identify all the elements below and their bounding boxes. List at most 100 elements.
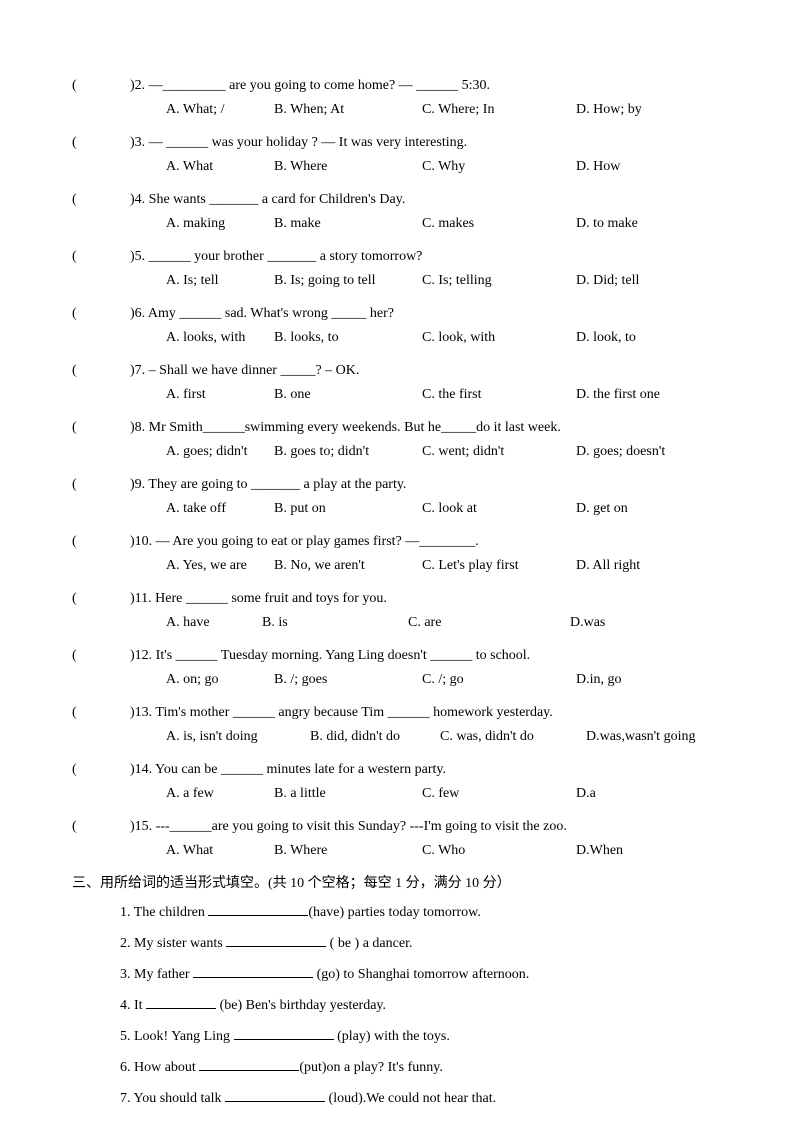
option-b[interactable]: B. Where [274, 156, 422, 177]
question-text: )13. Tim's mother ______ angry because T… [130, 705, 553, 720]
option-a[interactable]: A. take off [166, 498, 274, 519]
option-c[interactable]: C. was, didn't do [440, 726, 586, 747]
option-c[interactable]: C. Why [422, 156, 576, 177]
option-c[interactable]: C. Where; In [422, 99, 576, 120]
option-a[interactable]: A. looks, with [166, 327, 274, 348]
option-c[interactable]: C. few [422, 783, 576, 804]
fill-blank[interactable] [234, 1039, 334, 1040]
fill-pre-text: 7. You should talk [120, 1091, 225, 1106]
option-a[interactable]: A. making [166, 213, 274, 234]
option-a[interactable]: A. first [166, 384, 274, 405]
option-c[interactable]: C. /; go [422, 669, 576, 690]
question-options: A. on; goB. /; goesC. /; goD.in, go [72, 669, 728, 690]
option-b[interactable]: B. did, didn't do [310, 726, 440, 747]
answer-paren[interactable]: ( [72, 759, 130, 780]
option-b[interactable]: B. /; goes [274, 669, 422, 690]
option-a[interactable]: A. What [166, 840, 274, 861]
fill-blank[interactable] [208, 915, 308, 916]
option-a[interactable]: A. goes; didn't [166, 441, 274, 462]
question-stem: ()9. They are going to _______ a play at… [72, 474, 728, 495]
answer-paren[interactable]: ( [72, 246, 130, 267]
option-b[interactable]: B. When; At [274, 99, 422, 120]
option-c[interactable]: C. look at [422, 498, 576, 519]
fill-post-text: (put)on a play? It's funny. [299, 1060, 443, 1075]
option-a[interactable]: A. Yes, we are [166, 555, 274, 576]
answer-paren[interactable]: ( [72, 531, 130, 552]
option-b[interactable]: B. a little [274, 783, 422, 804]
question-options: A. haveB. isC. areD.was [72, 612, 728, 633]
option-a[interactable]: A. on; go [166, 669, 274, 690]
option-b[interactable]: B. looks, to [274, 327, 422, 348]
fill-post-text: (go) to Shanghai tomorrow afternoon. [313, 967, 529, 982]
question-stem: ()13. Tim's mother ______ angry because … [72, 702, 728, 723]
fill-blank[interactable] [226, 946, 326, 947]
answer-paren[interactable]: ( [72, 360, 130, 381]
option-b[interactable]: B. one [274, 384, 422, 405]
answer-paren[interactable]: ( [72, 132, 130, 153]
option-d[interactable]: D. the first one [576, 384, 660, 405]
option-a[interactable]: A. Is; tell [166, 270, 274, 291]
option-b[interactable]: B. is [262, 612, 408, 633]
option-d[interactable]: D.was,wasn't going [586, 726, 695, 747]
answer-paren[interactable]: ( [72, 75, 130, 96]
question-text: )3. — ______ was your holiday ? — It was… [130, 135, 467, 150]
option-b[interactable]: B. goes to; didn't [274, 441, 422, 462]
answer-paren[interactable]: ( [72, 588, 130, 609]
question-9: ()9. They are going to _______ a play at… [72, 474, 728, 519]
answer-paren[interactable]: ( [72, 816, 130, 837]
option-a[interactable]: A. have [166, 612, 262, 633]
option-a[interactable]: A. What; / [166, 99, 274, 120]
option-c[interactable]: C. look, with [422, 327, 576, 348]
answer-paren[interactable]: ( [72, 702, 130, 723]
option-d[interactable]: D.a [576, 783, 596, 804]
option-d[interactable]: D. goes; doesn't [576, 441, 665, 462]
option-d[interactable]: D.in, go [576, 669, 622, 690]
option-a[interactable]: A. What [166, 156, 274, 177]
question-stem: ()4. She wants _______ a card for Childr… [72, 189, 728, 210]
option-c[interactable]: C. makes [422, 213, 576, 234]
option-b[interactable]: B. Is; going to tell [274, 270, 422, 291]
fill-item-6: 6. How about (put)on a play? It's funny. [72, 1057, 728, 1078]
fill-blank[interactable] [199, 1070, 299, 1071]
question-stem: ()7. – Shall we have dinner _____? – OK. [72, 360, 728, 381]
question-text: )4. She wants _______ a card for Childre… [130, 192, 405, 207]
option-b[interactable]: B. put on [274, 498, 422, 519]
question-options: A. goes; didn'tB. goes to; didn'tC. went… [72, 441, 728, 462]
question-options: A. WhatB. WhereC. WhyD. How [72, 156, 728, 177]
answer-paren[interactable]: ( [72, 474, 130, 495]
option-c[interactable]: C. Who [422, 840, 576, 861]
answer-paren[interactable]: ( [72, 645, 130, 666]
option-c[interactable]: C. the first [422, 384, 576, 405]
answer-paren[interactable]: ( [72, 417, 130, 438]
option-c[interactable]: C. Let's play first [422, 555, 576, 576]
option-c[interactable]: C. went; didn't [422, 441, 576, 462]
option-b[interactable]: B. Where [274, 840, 422, 861]
option-a[interactable]: A. a few [166, 783, 274, 804]
option-a[interactable]: A. is, isn't doing [166, 726, 310, 747]
fill-blank[interactable] [146, 1008, 216, 1009]
option-d[interactable]: D. How; by [576, 99, 642, 120]
fill-blank[interactable] [193, 977, 313, 978]
option-d[interactable]: D. to make [576, 213, 638, 234]
fill-blank[interactable] [225, 1101, 325, 1102]
option-d[interactable]: D. All right [576, 555, 640, 576]
option-b[interactable]: B. No, we aren't [274, 555, 422, 576]
question-text: )10. — Are you going to eat or play game… [130, 534, 479, 549]
multiple-choice-section: ()2. —_________ are you going to come ho… [72, 75, 728, 861]
question-stem: ()6. Amy ______ sad. What's wrong _____ … [72, 303, 728, 324]
question-stem: ()5. ______ your brother _______ a story… [72, 246, 728, 267]
option-d[interactable]: D. How [576, 156, 620, 177]
option-d[interactable]: D. get on [576, 498, 628, 519]
option-d[interactable]: D. look, to [576, 327, 636, 348]
answer-paren[interactable]: ( [72, 303, 130, 324]
question-7: ()7. – Shall we have dinner _____? – OK.… [72, 360, 728, 405]
option-d[interactable]: D.When [576, 840, 623, 861]
option-c[interactable]: C. Is; telling [422, 270, 576, 291]
question-text: )14. You can be ______ minutes late for … [130, 762, 446, 777]
question-11: ()11. Here ______ some fruit and toys fo… [72, 588, 728, 633]
option-b[interactable]: B. make [274, 213, 422, 234]
option-d[interactable]: D. Did; tell [576, 270, 639, 291]
option-c[interactable]: C. are [408, 612, 570, 633]
option-d[interactable]: D.was [570, 612, 605, 633]
answer-paren[interactable]: ( [72, 189, 130, 210]
